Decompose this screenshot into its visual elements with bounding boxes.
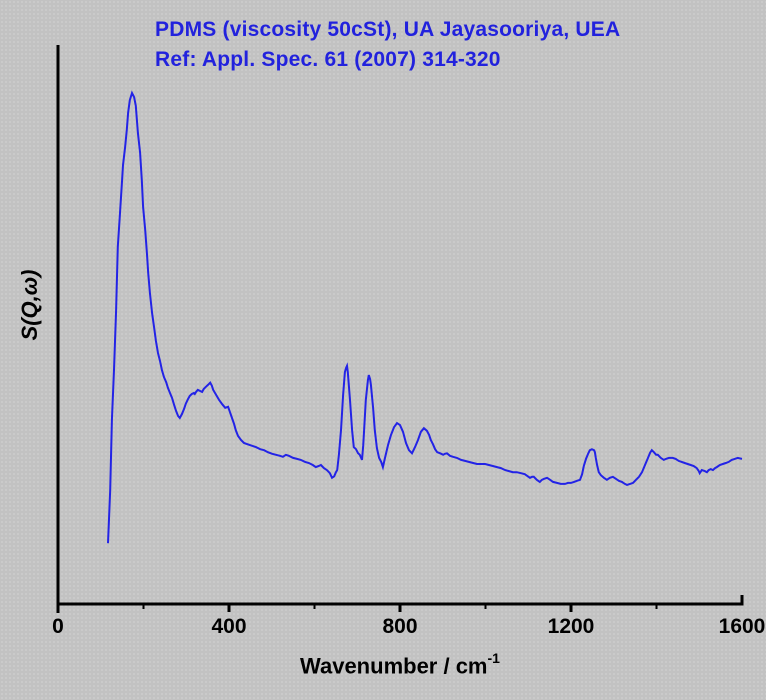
x-axis-label-text: Wavenumber / cm bbox=[300, 653, 488, 679]
x-axis-label-superscript: -1 bbox=[487, 650, 500, 666]
chart-title: PDMS (viscosity 50cSt), UA Jayasooriya, … bbox=[155, 15, 620, 75]
x-tick-label: 800 bbox=[382, 615, 417, 638]
x-tick-label: 1600 bbox=[719, 615, 766, 638]
chart-title-line2: Ref: Appl. Spec. 61 (2007) 314-320 bbox=[155, 48, 501, 71]
x-tick-label: 0 bbox=[52, 615, 64, 638]
x-tick-label: 1200 bbox=[548, 615, 595, 638]
x-axis-label: Wavenumber / cm-1 bbox=[58, 650, 742, 679]
x-tick-label: 400 bbox=[211, 615, 246, 638]
spectrum-curve bbox=[107, 90, 743, 544]
chart-title-line1: PDMS (viscosity 50cSt), UA Jayasooriya, … bbox=[155, 18, 621, 41]
